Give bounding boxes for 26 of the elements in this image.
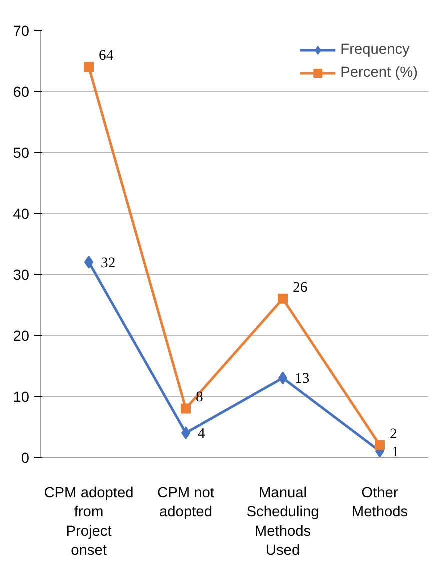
data-label: 4 <box>198 426 206 442</box>
data-label: 8 <box>196 390 204 406</box>
point <box>84 62 94 72</box>
x-tick-label: Manual Scheduling Methods Used <box>246 486 320 560</box>
y-tick-label: 40 <box>13 207 30 223</box>
x-tick-label: CPM not adopted <box>157 486 215 521</box>
data-label: 26 <box>293 280 308 296</box>
y-tick-label: 60 <box>13 85 30 101</box>
x-tick-label: Other Methods <box>352 486 408 521</box>
y-tick-label: 20 <box>13 329 30 345</box>
point <box>181 404 191 414</box>
x-tick-label: CPM adopted from Project onset <box>44 486 134 560</box>
legend-label: Percent (%) <box>340 65 418 81</box>
point <box>375 440 385 450</box>
data-label: 2 <box>390 426 398 442</box>
data-label: 13 <box>295 371 310 388</box>
y-tick-label: 30 <box>13 268 30 284</box>
data-label: 64 <box>99 48 114 64</box>
y-tick-label: 10 <box>13 390 30 406</box>
data-label: 1 <box>392 444 400 460</box>
legend-label: Frequency <box>340 42 410 58</box>
y-tick-label: 50 <box>13 146 30 162</box>
y-tick-label: 0 <box>21 451 30 467</box>
data-label: 32 <box>101 255 116 272</box>
y-tick-label: 70 <box>13 24 30 40</box>
point <box>278 294 288 304</box>
